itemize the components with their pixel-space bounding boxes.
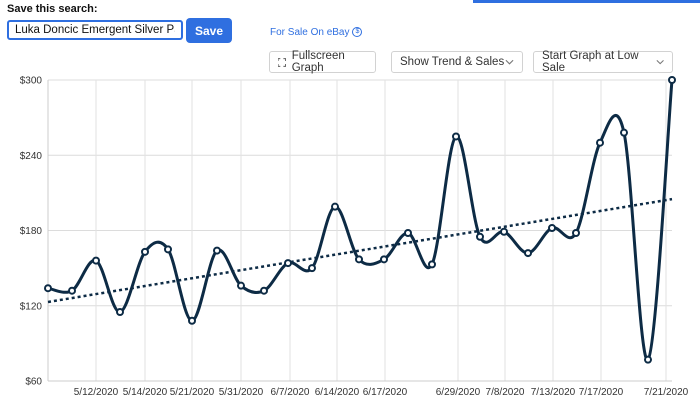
x-tick-label: 7/8/2020 xyxy=(486,387,525,398)
save-button[interactable]: Save xyxy=(186,18,232,43)
sale-point xyxy=(572,229,580,238)
sale-point xyxy=(620,128,628,137)
sale-point xyxy=(404,229,412,238)
sale-point xyxy=(452,132,460,141)
start-graph-select[interactable]: Start Graph at Low Sale xyxy=(533,50,673,74)
sale-point xyxy=(44,284,52,293)
ebay-link-label: For Sale On eBay xyxy=(270,27,350,38)
sale-point xyxy=(548,223,556,232)
sale-point xyxy=(68,286,76,295)
sale-point xyxy=(116,308,124,317)
sale-point xyxy=(644,355,652,364)
trend-select-label: Show Trend & Sales xyxy=(400,56,505,68)
sale-point xyxy=(668,76,676,84)
sale-point xyxy=(141,247,149,256)
sale-point xyxy=(331,202,339,211)
y-tick-label: $60 xyxy=(25,377,42,388)
sale-point xyxy=(213,246,221,255)
sale-point xyxy=(308,264,316,273)
ebay-link[interactable]: For Sale On eBay $ xyxy=(270,27,363,38)
x-tick-label: 6/14/2020 xyxy=(315,387,360,398)
y-tick-label: $120 xyxy=(20,301,43,312)
y-tick-label: $240 xyxy=(20,151,43,162)
sale-point xyxy=(500,227,508,236)
sale-point xyxy=(188,316,196,325)
x-tick-label: 7/17/2020 xyxy=(579,387,624,398)
x-tick-label: 5/21/2020 xyxy=(170,387,215,398)
top-accent-bar xyxy=(473,0,700,3)
x-tick-label: 5/12/2020 xyxy=(74,387,119,398)
chevron-down-icon xyxy=(656,59,664,65)
fullscreen-button[interactable]: Fullscreen Graph xyxy=(269,50,376,74)
x-tick-label: 7/13/2020 xyxy=(531,387,576,398)
sale-point xyxy=(260,286,268,295)
y-tick-label: $180 xyxy=(20,226,43,237)
y-tick-label: $300 xyxy=(20,76,43,87)
x-tick-label: 6/29/2020 xyxy=(436,387,481,398)
sale-point xyxy=(428,260,436,269)
sale-point xyxy=(476,232,484,241)
dollar-icon: $ xyxy=(352,27,363,38)
sale-point xyxy=(237,281,245,290)
start-select-label: Start Graph at Low Sale xyxy=(542,50,639,74)
x-tick-label: 5/14/2020 xyxy=(123,387,168,398)
search-input[interactable] xyxy=(7,20,183,40)
trend-select[interactable]: Show Trend & Sales xyxy=(391,51,523,73)
sale-point xyxy=(355,255,363,264)
sale-point xyxy=(380,255,388,264)
x-tick-label: 6/7/2020 xyxy=(271,387,310,398)
sales-line xyxy=(47,79,674,362)
sale-point xyxy=(284,259,292,268)
fullscreen-label: Fullscreen Graph xyxy=(291,50,345,74)
sale-point xyxy=(596,138,604,147)
chevron-down-icon xyxy=(505,59,514,65)
save-search-label: Save this search: xyxy=(7,3,98,15)
x-tick-label: 7/21/2020 xyxy=(644,387,689,398)
x-tick-label: 5/31/2020 xyxy=(219,387,264,398)
sale-point xyxy=(92,256,100,265)
sale-point xyxy=(164,245,172,254)
x-tick-label: 6/17/2020 xyxy=(363,387,408,398)
sale-point xyxy=(524,249,532,258)
